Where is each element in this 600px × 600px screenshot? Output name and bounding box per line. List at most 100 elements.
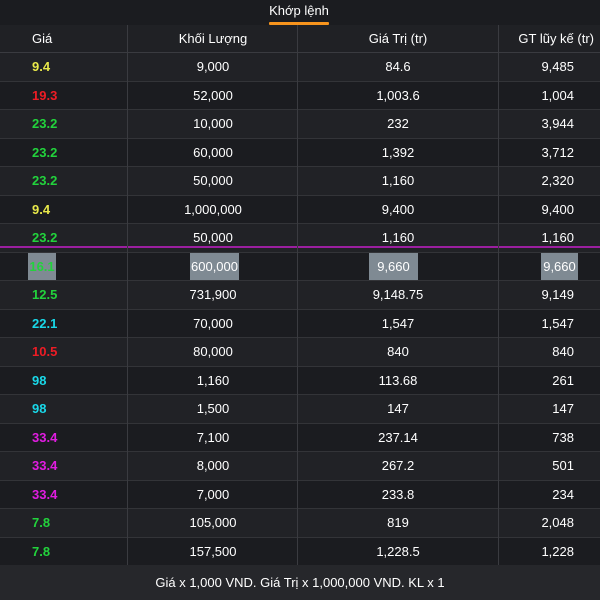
cumulative-cell: 2,048 [541,515,574,530]
tab-active-indicator [269,22,329,25]
price-cell: 23.2 [32,230,58,245]
cumulative-cell: 261 [552,372,574,388]
value-cell: 1,160 [381,230,415,245]
volume-cell: 50,000 [193,173,233,188]
table-row[interactable]: 12.5 731,900 9,148.75 9,149 [0,281,600,310]
cumulative-cell: 9,400 [541,201,574,217]
price-cell: 10.5 [32,344,58,359]
value-cell: 9,400 [381,201,415,217]
value-cell: 840 [387,344,409,359]
volume-cell: 1,160 [196,372,230,388]
cumulative-cell: 1,228 [541,543,574,559]
table-row[interactable]: 22.1 70,000 1,547 1,547 [0,309,600,338]
table-row-highlighted[interactable]: 16.1 600,000 9,660 9,660 [0,252,600,281]
price-cell: 9.4 [32,59,51,74]
price-cell: 22.1 [32,315,58,331]
tab-khop-lenh[interactable]: Khớp lệnh [269,0,329,25]
column-divider [297,25,298,565]
cumulative-cell: 3,712 [541,144,574,160]
value-cell: 9,660 [369,252,418,280]
price-cell: 7.8 [32,515,51,530]
table-row[interactable]: 23.2 10,000 232 3,944 [0,110,600,139]
value-cell: 267.2 [381,458,415,473]
value-cell: 1,547 [381,315,415,331]
volume-cell: 157,500 [189,543,237,559]
table-row[interactable]: 23.2 60,000 1,392 3,712 [0,138,600,167]
cumulative-cell: 738 [552,429,574,445]
table-row[interactable]: 9.4 9,000 84.6 9,485 [0,53,600,82]
value-cell: 84.6 [385,59,411,74]
price-cell: 23.2 [32,173,58,188]
column-header-cumulative[interactable]: GT lũy kế (tr) [518,31,594,46]
price-cell: 23.2 [32,144,58,160]
column-divider [498,25,499,565]
column-header-value[interactable]: Giá Trị (tr) [368,31,428,46]
cumulative-cell: 1,547 [541,315,574,331]
value-cell: 113.68 [378,372,418,388]
cumulative-cell: 840 [552,344,574,359]
price-cell: 33.4 [32,458,58,473]
table-row[interactable]: 98 1,160 113.68 261 [0,366,600,395]
table-row[interactable]: 98 1,500 147 147 [0,395,600,424]
volume-cell: 10,000 [193,116,233,131]
volume-cell: 600,000 [190,252,239,280]
table-row[interactable]: 33.4 8,000 267.2 501 [0,452,600,481]
value-cell: 1,003.6 [376,87,420,103]
volume-cell: 1,500 [196,401,230,416]
column-divider [127,25,128,565]
value-cell: 1,392 [381,144,415,160]
table-row[interactable]: 23.2 50,000 1,160 2,320 [0,167,600,196]
cumulative-cell: 1,160 [541,230,574,245]
value-cell: 9,148.75 [372,287,424,302]
value-cell: 237.14 [378,429,418,445]
volume-cell: 1,000,000 [184,201,242,217]
cumulative-cell: 9,149 [541,287,574,302]
cumulative-cell: 147 [552,401,574,416]
volume-cell: 105,000 [189,515,237,530]
table-row[interactable]: 33.4 7,100 237.14 738 [0,423,600,452]
unit-note: Giá x 1,000 VND. Giá Trị x 1,000,000 VND… [0,565,600,600]
cumulative-cell: 234 [552,486,574,502]
value-cell: 1,228.5 [376,543,420,559]
volume-cell: 9,000 [196,59,230,74]
volume-cell: 7,100 [196,429,230,445]
volume-cell: 7,000 [196,486,230,502]
value-cell: 147 [387,401,409,416]
cumulative-cell: 501 [552,458,574,473]
column-header-volume[interactable]: Khối Lượng [178,31,248,46]
table-row[interactable]: 10.5 80,000 840 840 [0,338,600,367]
volume-cell: 60,000 [193,144,233,160]
price-cell: 98 [32,372,47,388]
value-cell: 232 [387,116,409,131]
value-cell: 1,160 [381,173,415,188]
table-row[interactable]: 23.2 50,000 1,160 1,160 [0,224,600,253]
price-cell: 19.3 [32,87,58,103]
price-cell: 33.4 [32,486,58,502]
tab-label: Khớp lệnh [269,3,329,18]
price-cell: 12.5 [32,287,58,302]
price-cell: 7.8 [32,543,51,559]
price-cell: 9.4 [32,201,51,217]
cumulative-cell: 9,660 [541,252,578,280]
price-cell: 16.1 [28,252,56,280]
table-header: Giá Khối Lượng Giá Trị (tr) GT lũy kế (t… [0,25,600,53]
price-cell: 33.4 [32,429,58,445]
volume-cell: 8,000 [196,458,230,473]
volume-cell: 70,000 [193,315,233,331]
column-header-price[interactable]: Giá [32,31,53,46]
table-row[interactable]: 7.8 105,000 819 2,048 [0,509,600,538]
table-row[interactable]: 7.8 157,500 1,228.5 1,228 [0,537,600,566]
table-row[interactable]: 19.3 52,000 1,003.6 1,004 [0,81,600,110]
value-cell: 233.8 [381,486,415,502]
cumulative-cell: 9,485 [541,59,574,74]
table-row[interactable]: 9.4 1,000,000 9,400 9,400 [0,195,600,224]
volume-cell: 50,000 [193,230,233,245]
cumulative-cell: 2,320 [541,173,574,188]
highlight-line-top [0,245,600,248]
tab-bar: Khớp lệnh [0,0,600,25]
value-cell: 819 [387,515,409,530]
volume-cell: 731,900 [189,287,237,302]
volume-cell: 52,000 [193,87,233,103]
cumulative-cell: 3,944 [541,116,574,131]
table-row[interactable]: 33.4 7,000 233.8 234 [0,480,600,509]
